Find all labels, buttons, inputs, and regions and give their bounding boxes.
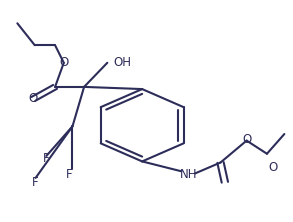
Text: O: O [242,133,251,146]
Text: F: F [43,152,50,165]
Text: F: F [66,168,73,181]
Text: F: F [31,176,38,189]
Text: O: O [268,161,277,174]
Text: O: O [59,56,68,69]
Text: NH: NH [180,168,197,181]
Text: O: O [29,92,38,105]
Text: OH: OH [113,56,131,69]
